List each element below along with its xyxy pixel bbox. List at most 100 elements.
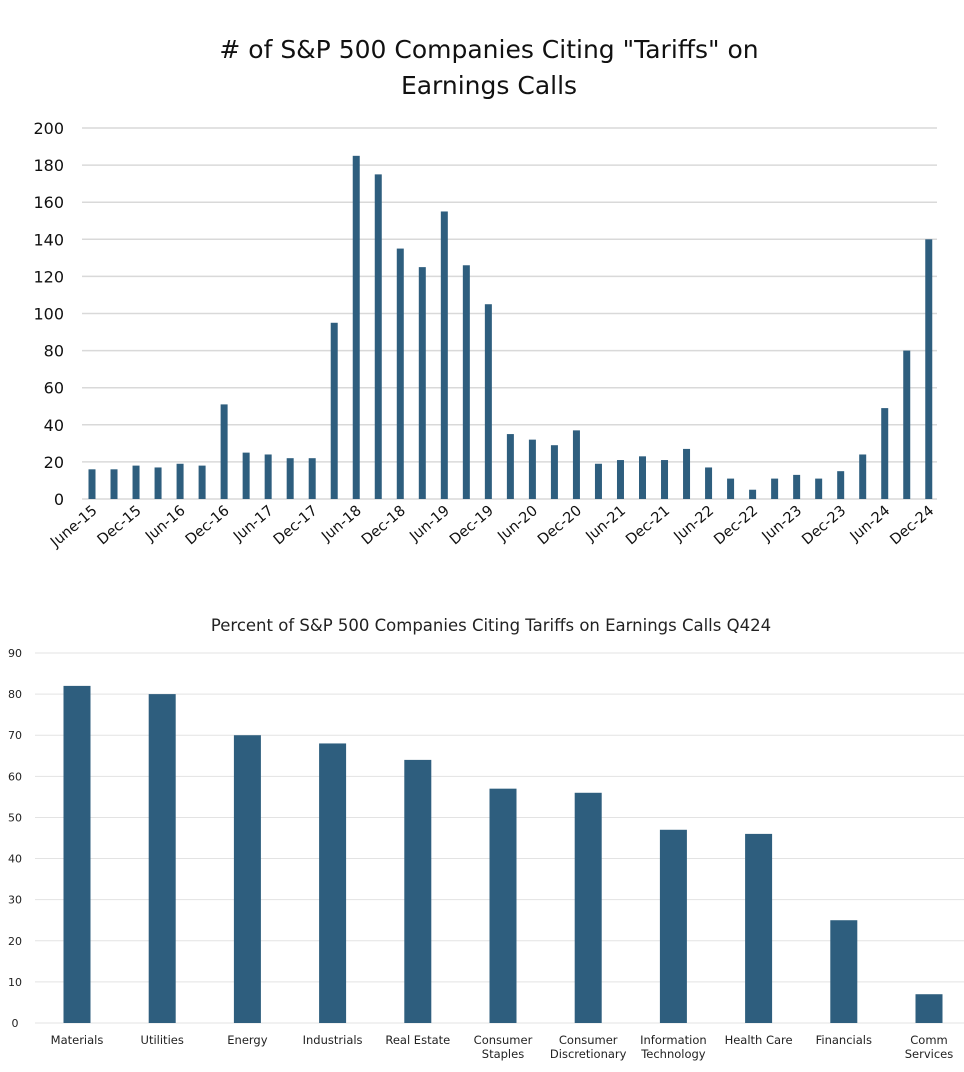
y-tick-label: 50 xyxy=(8,811,22,824)
bar xyxy=(528,439,536,499)
y-tick-label: 20 xyxy=(8,935,22,948)
y-tick-label: 10 xyxy=(8,976,22,989)
x-tick-label: Utilities xyxy=(141,1033,184,1047)
x-tick-label: Jun-18 xyxy=(318,503,365,546)
x-tick-label-line: Financials xyxy=(816,1033,872,1047)
bar xyxy=(574,792,602,1023)
bar xyxy=(837,471,845,499)
chart-tariff-mentions: # of S&P 500 Companies Citing "Tariffs" … xyxy=(33,35,937,551)
x-tick-label: Jun-24 xyxy=(847,503,894,546)
bar xyxy=(749,489,757,499)
bar xyxy=(659,829,687,1023)
y-tick-label: 200 xyxy=(33,119,64,138)
y-tick-label: 0 xyxy=(12,1017,19,1030)
x-tick-label: Jun-22 xyxy=(671,503,718,546)
bar xyxy=(110,469,118,499)
x-tick-label: Dec-20 xyxy=(535,503,585,549)
x-tick-label-line: Consumer xyxy=(474,1033,533,1047)
x-tick-label: Jun-23 xyxy=(759,503,806,546)
x-tick-label-line: Information xyxy=(640,1033,707,1047)
x-tick-label: Jun-17 xyxy=(230,503,277,546)
bar xyxy=(915,994,943,1023)
bar xyxy=(154,467,162,499)
y-tick-label: 90 xyxy=(8,647,22,660)
bar xyxy=(616,460,624,499)
x-tick-label: Dec-23 xyxy=(799,503,849,549)
x-tick-label-line: Comm xyxy=(910,1033,947,1047)
x-tick-label: Jun-16 xyxy=(142,503,189,546)
y-tick-label: 0 xyxy=(54,490,64,509)
x-tick-label-line: Technology xyxy=(640,1047,706,1061)
y-tick-label: 70 xyxy=(8,729,22,742)
bar xyxy=(506,434,514,499)
bar xyxy=(330,322,338,499)
x-tick-label: Dec-19 xyxy=(447,503,497,549)
y-tick-label: 120 xyxy=(33,267,64,286)
bar xyxy=(88,469,96,499)
x-axis-ticks: June-15Dec-15Jun-16Dec-16Jun-17Dec-17Jun… xyxy=(47,503,937,551)
bar xyxy=(705,467,713,499)
bar xyxy=(572,430,580,499)
bar xyxy=(925,239,933,500)
x-tick-label: Dec-24 xyxy=(887,503,937,549)
bar xyxy=(418,267,426,499)
y-tick-label: 60 xyxy=(8,770,22,783)
bar xyxy=(148,694,176,1023)
bar xyxy=(352,155,360,499)
chart-title-line-2: Earnings Calls xyxy=(401,71,577,100)
bar xyxy=(396,248,404,499)
x-tick-label: Consumer Staples xyxy=(474,1033,533,1061)
x-tick-label: Materials xyxy=(51,1033,104,1047)
bar xyxy=(594,463,602,499)
x-tick-label-line: Consumer xyxy=(559,1033,618,1047)
y-tick-label: 30 xyxy=(8,894,22,907)
bar xyxy=(440,211,448,499)
bar xyxy=(550,445,558,499)
x-axis-ticks: Materials Utilities Energy Industrials Real … xyxy=(51,1033,954,1061)
y-axis-ticks: 0 10 20 30 40 50 60 70 80 90 xyxy=(8,647,22,1030)
bar xyxy=(830,920,858,1023)
x-tick-label: Jun-20 xyxy=(494,503,541,546)
bar xyxy=(286,458,294,499)
bar xyxy=(745,833,773,1023)
x-tick-label: Dec-18 xyxy=(359,503,409,549)
x-tick-label: Dec-16 xyxy=(183,503,233,549)
y-tick-label: 180 xyxy=(33,156,64,175)
bar xyxy=(793,474,801,499)
y-tick-label: 40 xyxy=(44,416,64,435)
bar xyxy=(859,454,867,499)
bar xyxy=(484,304,492,499)
bar xyxy=(264,454,272,499)
x-tick-label-line: Utilities xyxy=(141,1033,184,1047)
bar-series xyxy=(88,155,933,500)
bar xyxy=(176,463,184,499)
bar xyxy=(489,788,517,1023)
bar xyxy=(404,759,432,1023)
bar xyxy=(319,743,347,1023)
bar xyxy=(242,452,250,499)
bar xyxy=(639,456,646,499)
bar xyxy=(374,174,382,499)
bar xyxy=(815,478,823,499)
bar xyxy=(462,265,470,499)
y-axis-ticks: 0 20 40 60 80 100 120 140 160 180 200 xyxy=(33,119,64,509)
x-tick-label-line: Health Care xyxy=(725,1033,793,1047)
x-tick-label-line: Staples xyxy=(482,1047,524,1061)
bar xyxy=(308,458,316,499)
y-tick-label: 160 xyxy=(33,193,64,212)
y-tick-label: 60 xyxy=(44,379,64,398)
y-tick-label: 80 xyxy=(8,688,22,701)
x-tick-label: Real Estate xyxy=(385,1033,450,1047)
bar xyxy=(683,448,691,499)
x-tick-label: Comm Services xyxy=(905,1033,954,1061)
chart-title: Percent of S&P 500 Companies Citing Tari… xyxy=(211,616,771,635)
bar xyxy=(771,478,779,499)
x-tick-label: Dec-17 xyxy=(271,503,321,549)
x-tick-label: Jun-19 xyxy=(406,503,453,546)
bar xyxy=(132,465,140,499)
bar xyxy=(903,350,911,499)
x-tick-label-line: Industrials xyxy=(303,1033,363,1047)
chart-sector-percent: Percent of S&P 500 Companies Citing Tari… xyxy=(8,616,964,1061)
bar xyxy=(233,735,261,1023)
